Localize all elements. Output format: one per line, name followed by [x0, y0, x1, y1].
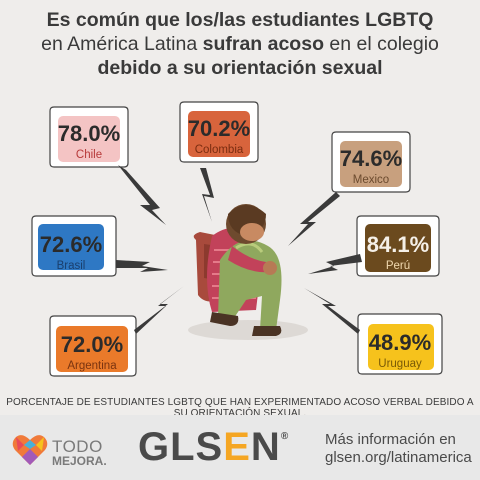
stat-country: Chile [75, 149, 103, 161]
stat-bubble-peru: 84.1% Perú [355, 214, 441, 282]
stat-bubble-uruguay: 48.9% Uruguay [356, 312, 444, 380]
speech-bubble-shape [31, 215, 117, 277]
stat-country: Mexico [352, 174, 390, 186]
speech-bubble-shape [357, 313, 443, 375]
speech-bubble-shape [356, 215, 440, 277]
headline-line-2: en América Latina sufran acoso en el col… [41, 33, 439, 55]
stat-percent: 84.1% [366, 232, 430, 257]
stat-bubble-mexico: 74.6% Mexico [330, 130, 412, 198]
more-info-link[interactable]: glsen.org/latinamerica [325, 449, 472, 466]
speech-bubble-shape [179, 101, 259, 163]
todo-mejora-line1: TODO [52, 437, 103, 456]
stat-bubble-brasil: 72.6% Brasil [30, 214, 118, 282]
stat-percent: 48.9% [368, 330, 432, 355]
headline-line-1: Es común que los/las estudiantes LGBTQ [46, 9, 434, 31]
more-info: Más información en glsen.org/latinameric… [325, 431, 472, 467]
speech-bubble-shape [49, 315, 137, 377]
stat-country: Perú [385, 260, 411, 272]
stat-bubble-argentina: 72.0% Argentina [48, 314, 138, 382]
stat-country: Brasil [56, 260, 86, 272]
headline: Es común que los/las estudiantes LGBTQ e… [0, 8, 480, 80]
stat-bubble-chile: 78.0% Chile [48, 105, 130, 173]
stat-percent: 74.6% [339, 146, 403, 171]
headline-line-3: debido a su orientación sexual [97, 57, 383, 79]
stat-bubble-colombia: 70.2% Colombia [178, 100, 260, 168]
stat-percent: 78.0% [57, 121, 121, 146]
stat-percent: 70.2% [187, 116, 251, 141]
stat-percent: 72.0% [60, 332, 124, 357]
stat-country: Argentina [67, 360, 117, 372]
footer: TODO MEJORA. GLSEN® Más información en g… [0, 415, 480, 480]
stat-percent: 72.6% [39, 232, 103, 257]
caption: PORCENTAJE DE ESTUDIANTES LGBTQ QUE HAN … [6, 397, 474, 419]
stat-country: Uruguay [378, 358, 422, 370]
glsen-logo[interactable]: GLSEN® [138, 425, 290, 469]
stat-country: Colombia [194, 144, 244, 156]
heart-icon [12, 435, 48, 465]
speech-bubble-shape [331, 131, 411, 193]
more-info-line1: Más información en [325, 431, 456, 448]
todo-mejora-logo[interactable]: TODO MEJORA. [12, 433, 107, 472]
todo-mejora-line2: MEJORA. [52, 454, 107, 468]
speech-bubble-shape [49, 106, 129, 168]
